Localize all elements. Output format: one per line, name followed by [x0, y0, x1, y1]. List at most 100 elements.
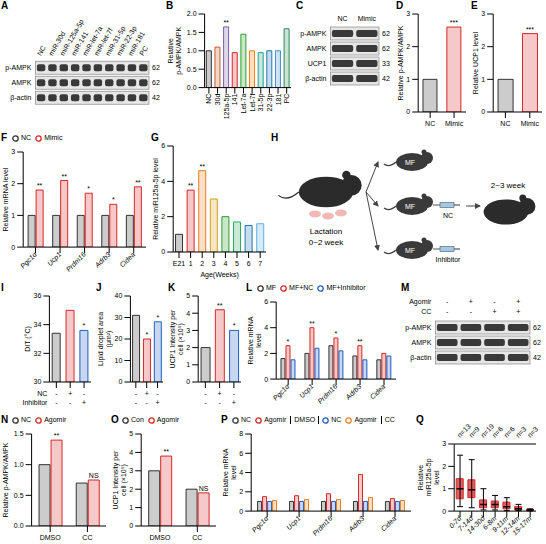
svg-text:1: 1: [406, 76, 410, 83]
svg-text:β-actin: β-actin: [410, 354, 431, 362]
svg-text:-: -: [55, 399, 58, 406]
svg-text:0: 0: [264, 376, 268, 383]
svg-text:3: 3: [212, 260, 216, 267]
svg-text:2: 2: [129, 486, 133, 493]
svg-text:34: 34: [34, 321, 42, 328]
svg-text:p-AMPK: p-AMPK: [5, 64, 31, 72]
svg-text:3: 3: [186, 327, 190, 334]
svg-text:4: 4: [264, 324, 268, 331]
svg-text:+: +: [516, 308, 520, 315]
svg-text:0: 0: [442, 508, 446, 515]
svg-text:-: -: [446, 298, 449, 305]
svg-text:-: -: [204, 390, 207, 397]
svg-text:30: 30: [34, 378, 42, 385]
svg-text:3: 3: [11, 148, 15, 155]
svg-text:CC: CC: [82, 534, 92, 541]
svg-text:n=6: n=6: [503, 425, 516, 438]
svg-text:*: *: [287, 338, 290, 345]
svg-text:Inhibitor: Inhibitor: [22, 399, 48, 406]
svg-text:-: -: [146, 399, 149, 406]
svg-text:NC: NC: [337, 15, 347, 22]
svg-text:1: 1: [189, 260, 193, 267]
svg-text:2: 2: [11, 180, 15, 187]
svg-text:Mimic: Mimic: [521, 120, 540, 127]
svg-text:-: -: [156, 390, 159, 397]
svg-text:3: 3: [129, 467, 133, 474]
svg-text:Let-7f: Let-7f: [249, 94, 256, 112]
svg-text:Cidea: Cidea: [369, 383, 387, 401]
svg-text:AMPK: AMPK: [12, 79, 32, 86]
svg-text:141: 141: [231, 94, 238, 106]
svg-text:62: 62: [152, 79, 160, 86]
svg-text:**: **: [61, 173, 67, 180]
svg-text:Relative p-AMPK/AMPK: Relative p-AMPK/AMPK: [2, 442, 10, 517]
svg-text:2: 2: [264, 350, 268, 357]
svg-text:**: **: [135, 179, 141, 186]
svg-text:β-actin: β-actin: [10, 94, 31, 102]
svg-text:125a-5p: 125a-5p: [223, 94, 231, 120]
svg-text:MF: MF: [405, 203, 415, 210]
svg-text:+: +: [492, 308, 496, 315]
svg-text:2: 2: [239, 488, 243, 495]
svg-text:-: -: [135, 390, 138, 397]
svg-text:cell (×10⁵): cell (×10⁵): [177, 323, 185, 355]
svg-text:Agomir: Agomir: [409, 298, 432, 306]
svg-text:32: 32: [34, 350, 42, 357]
svg-text:0.0: 0.0: [14, 522, 24, 529]
svg-text:AMPK: AMPK: [307, 45, 327, 52]
svg-text:0: 0: [129, 522, 133, 529]
svg-text:NC: NC: [443, 212, 453, 219]
svg-text:8: 8: [239, 430, 243, 437]
svg-text:4: 4: [161, 178, 165, 185]
svg-text:Lipid droplet area: Lipid droplet area: [97, 312, 105, 366]
svg-text:-: -: [55, 390, 58, 397]
svg-text:4: 4: [186, 310, 190, 317]
svg-text:-: -: [135, 399, 138, 406]
svg-text:β-actin: β-actin: [305, 75, 326, 83]
svg-text:**: **: [54, 432, 60, 439]
svg-text:*: *: [112, 196, 115, 203]
svg-text:UCP1: UCP1: [308, 60, 327, 67]
svg-text:Mimic: Mimic: [445, 120, 464, 127]
svg-text:AMPK: AMPK: [412, 339, 432, 346]
svg-text:0.5: 0.5: [187, 66, 197, 73]
svg-text:Ucp1: Ucp1: [285, 515, 302, 532]
svg-text:n=6: n=6: [491, 425, 504, 438]
svg-text:Age(Weeks): Age(Weeks): [200, 271, 238, 279]
svg-text:Relative: Relative: [167, 38, 174, 63]
svg-text:NC: NC: [425, 120, 435, 127]
svg-text:Cidea: Cidea: [380, 515, 398, 533]
svg-text:Relative: Relative: [417, 465, 424, 490]
svg-text:Relative mRNA: Relative mRNA: [222, 448, 229, 496]
svg-text:42: 42: [382, 75, 390, 82]
svg-text:DMSO: DMSO: [40, 534, 62, 541]
svg-text:1: 1: [11, 212, 15, 219]
svg-text:0: 0: [186, 378, 190, 385]
svg-text:2: 2: [406, 43, 410, 50]
svg-text:4: 4: [129, 449, 133, 456]
svg-text:10: 10: [115, 357, 123, 364]
svg-text:Adrb3: Adrb3: [347, 515, 366, 534]
svg-text:3: 3: [481, 10, 485, 17]
svg-text:*: *: [233, 322, 236, 329]
svg-text:42: 42: [152, 94, 160, 101]
svg-text:0: 0: [239, 508, 243, 515]
svg-text:33: 33: [382, 60, 390, 67]
svg-text:1: 1: [481, 76, 485, 83]
svg-text:+: +: [218, 390, 222, 397]
svg-text:-: -: [218, 399, 221, 406]
svg-text:J: J: [96, 282, 102, 293]
svg-text:n=3: n=3: [514, 425, 527, 438]
svg-text:62: 62: [152, 64, 160, 71]
svg-text:4: 4: [239, 469, 243, 476]
svg-text:O: O: [111, 414, 119, 425]
svg-text:-: -: [493, 298, 496, 305]
svg-text:p-AMPK/AMPK: p-AMPK/AMPK: [175, 27, 183, 75]
svg-text:Let-7a: Let-7a: [240, 94, 247, 114]
svg-text:n=3: n=3: [526, 425, 539, 438]
svg-text:Prdm16: Prdm16: [316, 383, 338, 405]
svg-text:Relative miR125a-5p level: Relative miR125a-5p level: [152, 158, 160, 240]
svg-text:miR125a-5p: miR125a-5p: [425, 458, 433, 496]
svg-text:Pgc1α: Pgc1α: [272, 382, 292, 402]
svg-text:2.0: 2.0: [187, 10, 197, 17]
